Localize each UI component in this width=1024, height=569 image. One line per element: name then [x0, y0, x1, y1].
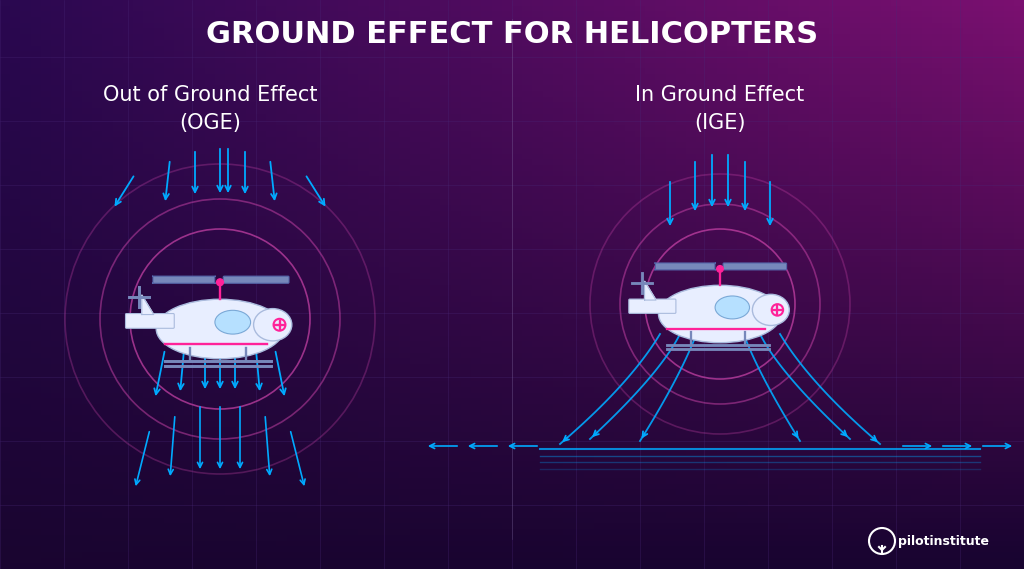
Polygon shape: [141, 295, 154, 315]
Ellipse shape: [157, 299, 284, 358]
Ellipse shape: [254, 308, 292, 341]
Text: GROUND EFFECT FOR HELICOPTERS: GROUND EFFECT FOR HELICOPTERS: [206, 19, 818, 48]
Circle shape: [717, 266, 723, 272]
FancyBboxPatch shape: [654, 263, 716, 270]
Polygon shape: [644, 281, 656, 300]
FancyBboxPatch shape: [126, 314, 174, 328]
FancyBboxPatch shape: [629, 299, 676, 314]
Text: pilotinstitute: pilotinstitute: [898, 534, 989, 547]
Circle shape: [217, 279, 223, 286]
FancyBboxPatch shape: [152, 276, 216, 283]
Ellipse shape: [753, 294, 790, 325]
Ellipse shape: [658, 285, 781, 343]
Ellipse shape: [215, 310, 251, 334]
FancyBboxPatch shape: [723, 263, 786, 270]
FancyBboxPatch shape: [223, 276, 289, 283]
Text: Out of Ground Effect
(OGE): Out of Ground Effect (OGE): [102, 85, 317, 133]
Ellipse shape: [715, 296, 750, 319]
Text: In Ground Effect
(IGE): In Ground Effect (IGE): [635, 85, 805, 133]
